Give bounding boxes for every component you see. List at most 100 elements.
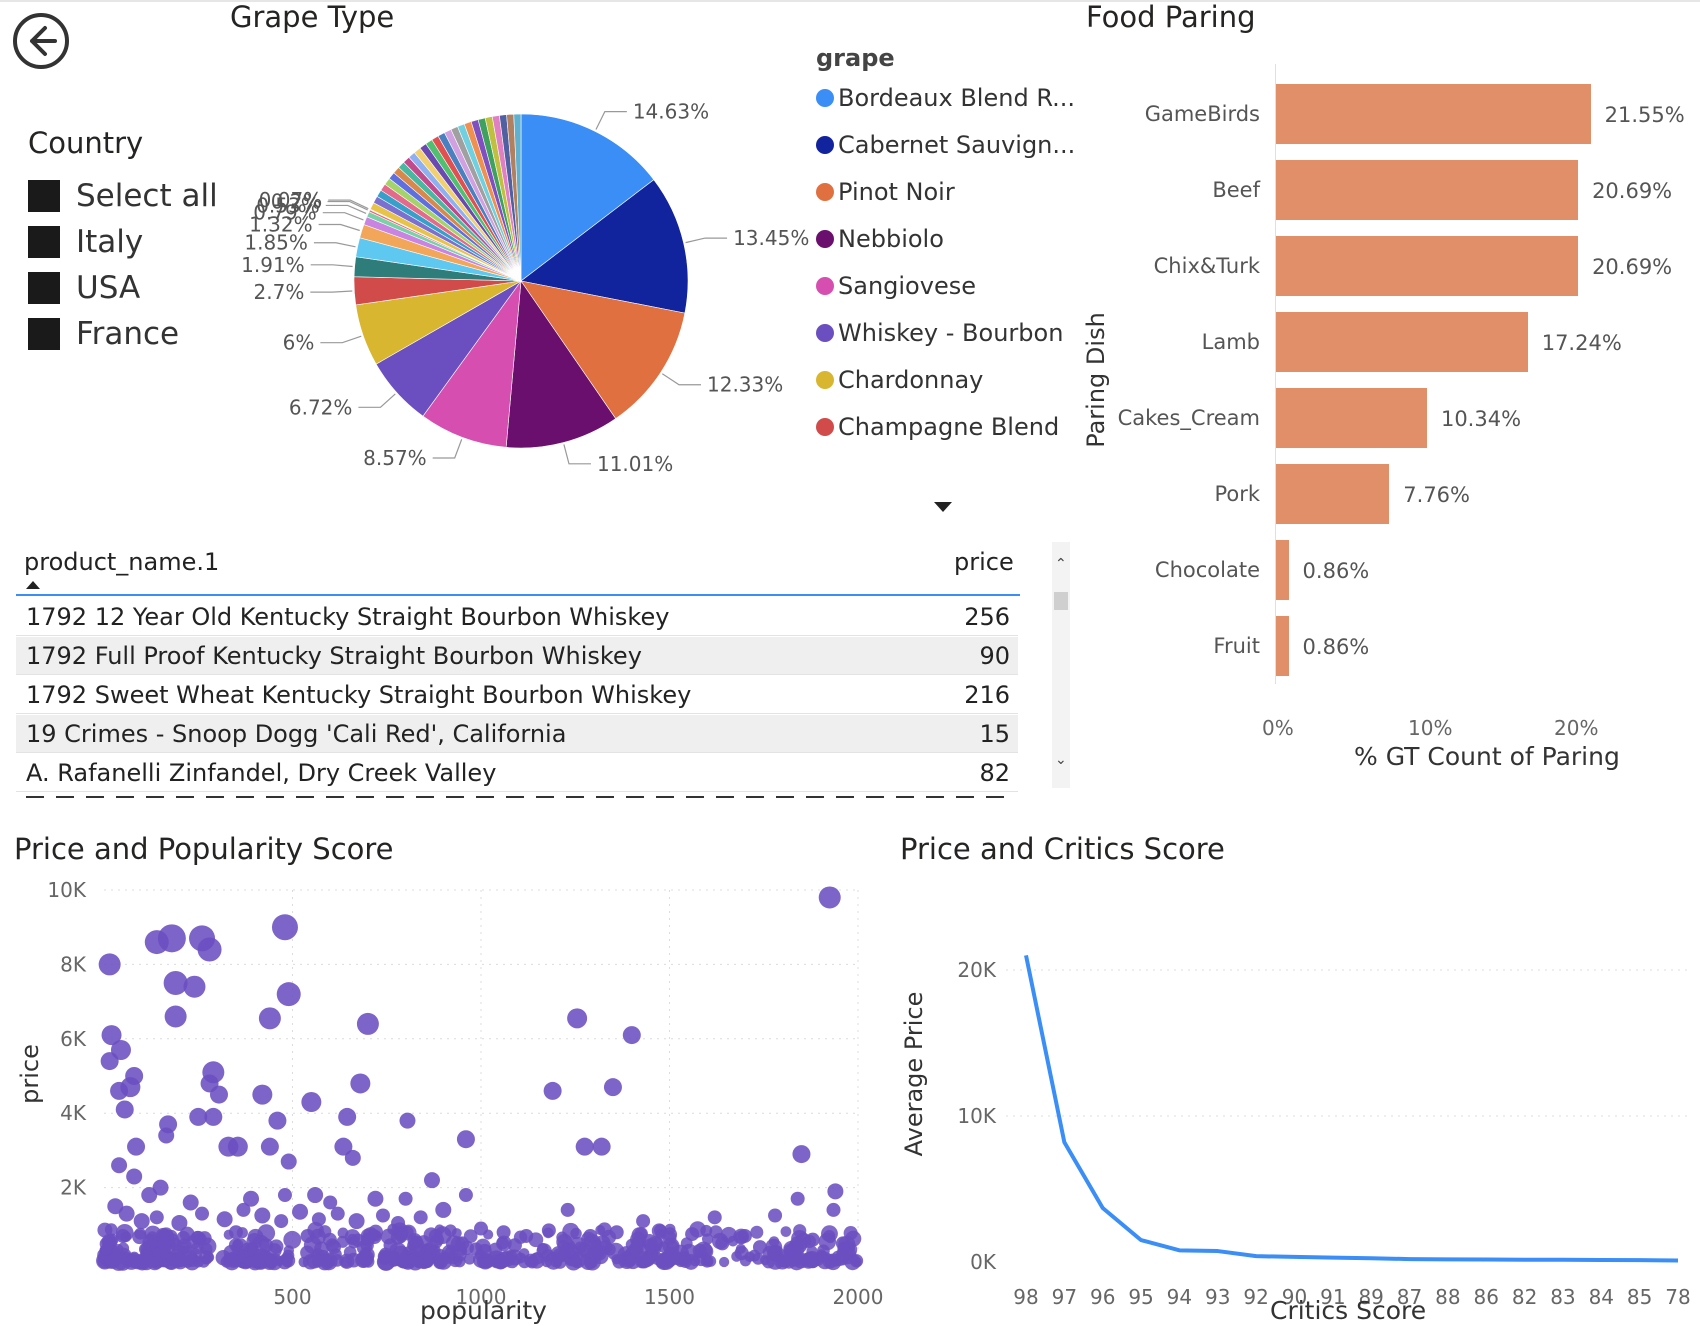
pie-slice-nebbiolo[interactable]	[505, 280, 617, 449]
scatter-point[interactable]	[216, 1211, 233, 1228]
pie-slice-sangiovese[interactable]	[422, 279, 522, 448]
scatter-point[interactable]	[344, 1149, 361, 1166]
scatter-point[interactable]	[311, 1212, 326, 1227]
scatter-point[interactable]	[337, 1227, 349, 1239]
table-header-price[interactable]: price	[954, 548, 1014, 576]
legend-item-chardonnay[interactable]: Chardonnay	[816, 366, 983, 394]
scatter-point[interactable]	[750, 1225, 764, 1239]
scatter-point[interactable]	[496, 1225, 511, 1240]
scatter-point[interactable]	[362, 1255, 375, 1268]
scatter-point[interactable]	[115, 1228, 130, 1243]
scatter-point[interactable]	[406, 1253, 424, 1271]
table-header-product-name[interactable]: product_name.1	[24, 548, 220, 576]
scatter-point[interactable]	[257, 1224, 276, 1242]
scatter-point[interactable]	[570, 1227, 582, 1240]
scatter-point[interactable]	[356, 1012, 379, 1035]
scatter-point[interactable]	[227, 1136, 248, 1157]
scatter-point[interactable]	[258, 1007, 281, 1030]
bar-chix-turk[interactable]	[1276, 236, 1579, 296]
scatter-point[interactable]	[280, 1153, 297, 1170]
scatter-point[interactable]	[326, 1240, 341, 1255]
dropdown-caret-icon[interactable]	[932, 500, 954, 514]
legend-item-cabernet-sauvign[interactable]: Cabernet Sauvign...	[816, 131, 1075, 159]
scatter-point[interactable]	[118, 1205, 135, 1222]
scatter-point[interactable]	[300, 1228, 315, 1243]
scatter-point[interactable]	[825, 1233, 836, 1244]
scatter-point[interactable]	[126, 1168, 143, 1185]
scatter-point[interactable]	[477, 1243, 492, 1258]
scatter-point[interactable]	[685, 1227, 700, 1242]
scatter-point[interactable]	[849, 1254, 864, 1268]
scatter-point[interactable]	[587, 1244, 603, 1260]
legend-item-sangiovese[interactable]: Sangiovese	[816, 272, 976, 300]
scatter-point[interactable]	[318, 1225, 332, 1239]
scatter-point[interactable]	[768, 1208, 783, 1223]
scatter-point[interactable]	[463, 1253, 476, 1265]
scatter-point[interactable]	[243, 1190, 260, 1207]
scatter-point[interactable]	[428, 1228, 443, 1243]
scatter-point[interactable]	[152, 1179, 169, 1196]
scatter-point[interactable]	[413, 1210, 428, 1225]
scatter-point[interactable]	[455, 1236, 470, 1251]
scatter-point[interactable]	[134, 1227, 147, 1240]
scatter-point[interactable]	[718, 1256, 730, 1268]
scatter-point[interactable]	[195, 1206, 210, 1221]
scatter-point[interactable]	[507, 1238, 522, 1253]
scatter-point[interactable]	[338, 1107, 357, 1126]
scatter-point[interactable]	[126, 1252, 142, 1269]
sort-up-icon[interactable]	[24, 580, 42, 590]
slicer-item-france[interactable]: France	[28, 316, 179, 352]
scatter-point[interactable]	[424, 1241, 437, 1255]
scatter-point[interactable]	[401, 1225, 414, 1239]
scatter-point[interactable]	[423, 1172, 440, 1189]
legend-item-pinot-noir[interactable]: Pinot Noir	[816, 178, 955, 206]
scatter-point[interactable]	[100, 1243, 112, 1256]
scatter-point[interactable]	[752, 1252, 765, 1265]
scatter-point[interactable]	[478, 1255, 492, 1269]
scatter-point[interactable]	[499, 1250, 516, 1267]
legend-item-bordeaux-blend-r[interactable]: Bordeaux Blend R...	[816, 84, 1075, 112]
bar-gamebirds[interactable]	[1276, 84, 1591, 144]
pie-slice-bordeaux-blend-r[interactable]	[520, 113, 655, 282]
checkbox[interactable]	[28, 180, 60, 212]
scatter-point[interactable]	[265, 1253, 283, 1271]
scatter-point[interactable]	[276, 982, 301, 1007]
pie-slice-other[interactable]	[513, 113, 522, 282]
scatter-point[interactable]	[144, 930, 169, 955]
scatter-point[interactable]	[105, 1233, 119, 1246]
checkbox[interactable]	[28, 226, 60, 258]
scatter-point[interactable]	[271, 914, 298, 941]
scatter-point[interactable]	[752, 1240, 767, 1255]
scatter-point[interactable]	[138, 1242, 152, 1256]
scatter-point[interactable]	[598, 1240, 613, 1255]
legend-item-champagne-blend[interactable]: Champagne Blend	[816, 413, 1059, 441]
scatter-point[interactable]	[399, 1112, 416, 1129]
scatter-point[interactable]	[822, 1254, 838, 1269]
scatter-point[interactable]	[164, 1005, 187, 1028]
scatter-point[interactable]	[283, 1230, 302, 1249]
scatter-point[interactable]	[107, 1198, 124, 1215]
scatter-point[interactable]	[330, 1206, 345, 1221]
scatter-point[interactable]	[541, 1223, 556, 1238]
scatter-point[interactable]	[643, 1238, 658, 1253]
scatter-point[interactable]	[343, 1245, 357, 1259]
table-row[interactable]: A. Rafanelli Zinfandel, Dry Creek Valley…	[16, 754, 1018, 792]
scroll-down-icon[interactable]: ⌄	[1055, 752, 1067, 768]
bar-chocolate[interactable]	[1276, 540, 1289, 600]
scatter-point[interactable]	[704, 1255, 717, 1267]
scatter-point[interactable]	[274, 1214, 289, 1229]
scatter-point[interactable]	[805, 1232, 820, 1247]
scatter-point[interactable]	[603, 1078, 622, 1097]
legend-item-whiskey-bourbon[interactable]: Whiskey - Bourbon	[816, 319, 1063, 347]
scatter-point[interactable]	[474, 1221, 488, 1236]
scatter-point[interactable]	[100, 1052, 119, 1071]
scatter-point[interactable]	[519, 1228, 534, 1243]
table-row[interactable]: 1792 Sweet Wheat Kentucky Straight Bourb…	[16, 676, 1018, 714]
scatter-point[interactable]	[228, 1225, 243, 1240]
scatter-point[interactable]	[301, 1092, 322, 1113]
scatter-point[interactable]	[248, 1255, 262, 1269]
scatter-point[interactable]	[171, 1253, 189, 1270]
scatter-point[interactable]	[141, 1187, 158, 1204]
scatter-point[interactable]	[458, 1188, 473, 1203]
scatter-point[interactable]	[282, 1249, 295, 1262]
